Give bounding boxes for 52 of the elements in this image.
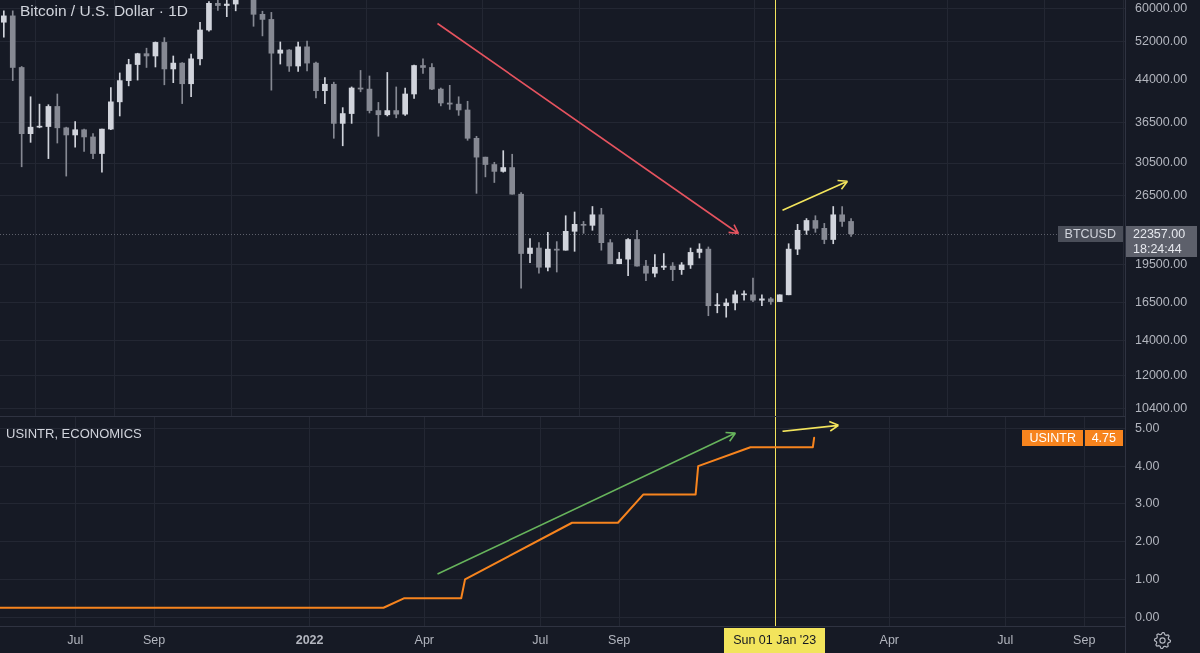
y-tick-label: 26500.00 bbox=[1135, 187, 1188, 202]
text: USINTR, ECONOMICS bbox=[6, 425, 143, 441]
candlestick bbox=[384, 72, 391, 117]
y-tick-label: 52000.00 bbox=[1135, 33, 1188, 48]
candlestick bbox=[527, 238, 533, 263]
ref-line-label: 22357.00 bbox=[1126, 225, 1197, 242]
x-tick-label: Jul bbox=[997, 632, 1014, 647]
candlestick bbox=[170, 55, 177, 84]
y-tick-label: 1.00 bbox=[1135, 571, 1160, 586]
text: BTCUSD bbox=[1057, 225, 1123, 242]
legend-label: USINTR bbox=[1022, 429, 1083, 446]
candlestick bbox=[63, 126, 70, 177]
y-tick-label: 5.00 bbox=[1135, 420, 1160, 435]
ref-line-label: Sun 01 Jan '23 bbox=[724, 628, 826, 653]
y-tick-label: 3.00 bbox=[1135, 496, 1160, 511]
y-tick-label: 19500.00 bbox=[1135, 257, 1188, 272]
candlestick bbox=[500, 150, 507, 173]
y-tick-label: 16500.00 bbox=[1135, 295, 1188, 310]
candlestick bbox=[714, 293, 721, 314]
x-tick-label: 2022 bbox=[295, 632, 324, 647]
candlestick bbox=[553, 241, 560, 273]
chart-title: Bitcoin / U.S. Dollar · 1D bbox=[20, 2, 188, 20]
y-tick-label: 12000.00 bbox=[1135, 367, 1188, 382]
text: 18:24:44 bbox=[1126, 241, 1197, 257]
x-tick-label: Jul bbox=[67, 632, 84, 647]
y-tick-label: 14000.00 bbox=[1135, 332, 1188, 347]
candlestick bbox=[669, 262, 676, 281]
y-tick-label: 30500.00 bbox=[1135, 155, 1188, 170]
y-tick-label: 4.00 bbox=[1135, 458, 1160, 473]
x-tick-label: Sep bbox=[143, 632, 166, 647]
y-tick-label: 2.00 bbox=[1135, 534, 1160, 549]
y-tick-label: 0.00 bbox=[1135, 609, 1160, 624]
candlestick bbox=[72, 121, 78, 148]
x-tick-label: Jul bbox=[532, 632, 549, 647]
candlestick bbox=[393, 86, 400, 119]
y-tick-label: 36500.00 bbox=[1135, 114, 1188, 129]
y-tick-label: 44000.00 bbox=[1135, 72, 1188, 87]
annotation: 4.75 bbox=[1084, 429, 1123, 446]
y-tick-label: 60000.00 bbox=[1135, 1, 1188, 16]
candlestick bbox=[723, 298, 730, 318]
candlestick bbox=[223, 0, 230, 17]
x-tick-label: Apr bbox=[879, 632, 900, 647]
x-tick-label: Sep bbox=[1073, 632, 1096, 647]
x-tick-label: Apr bbox=[414, 632, 434, 647]
candlestick bbox=[420, 58, 426, 74]
candlestick bbox=[660, 253, 667, 270]
candlestick bbox=[322, 77, 328, 104]
candlestick bbox=[741, 290, 747, 301]
x-tick-label: Sep bbox=[608, 632, 631, 647]
candlestick bbox=[759, 294, 765, 307]
y-tick-label: 10400.00 bbox=[1135, 400, 1188, 415]
candlestick bbox=[277, 41, 284, 65]
